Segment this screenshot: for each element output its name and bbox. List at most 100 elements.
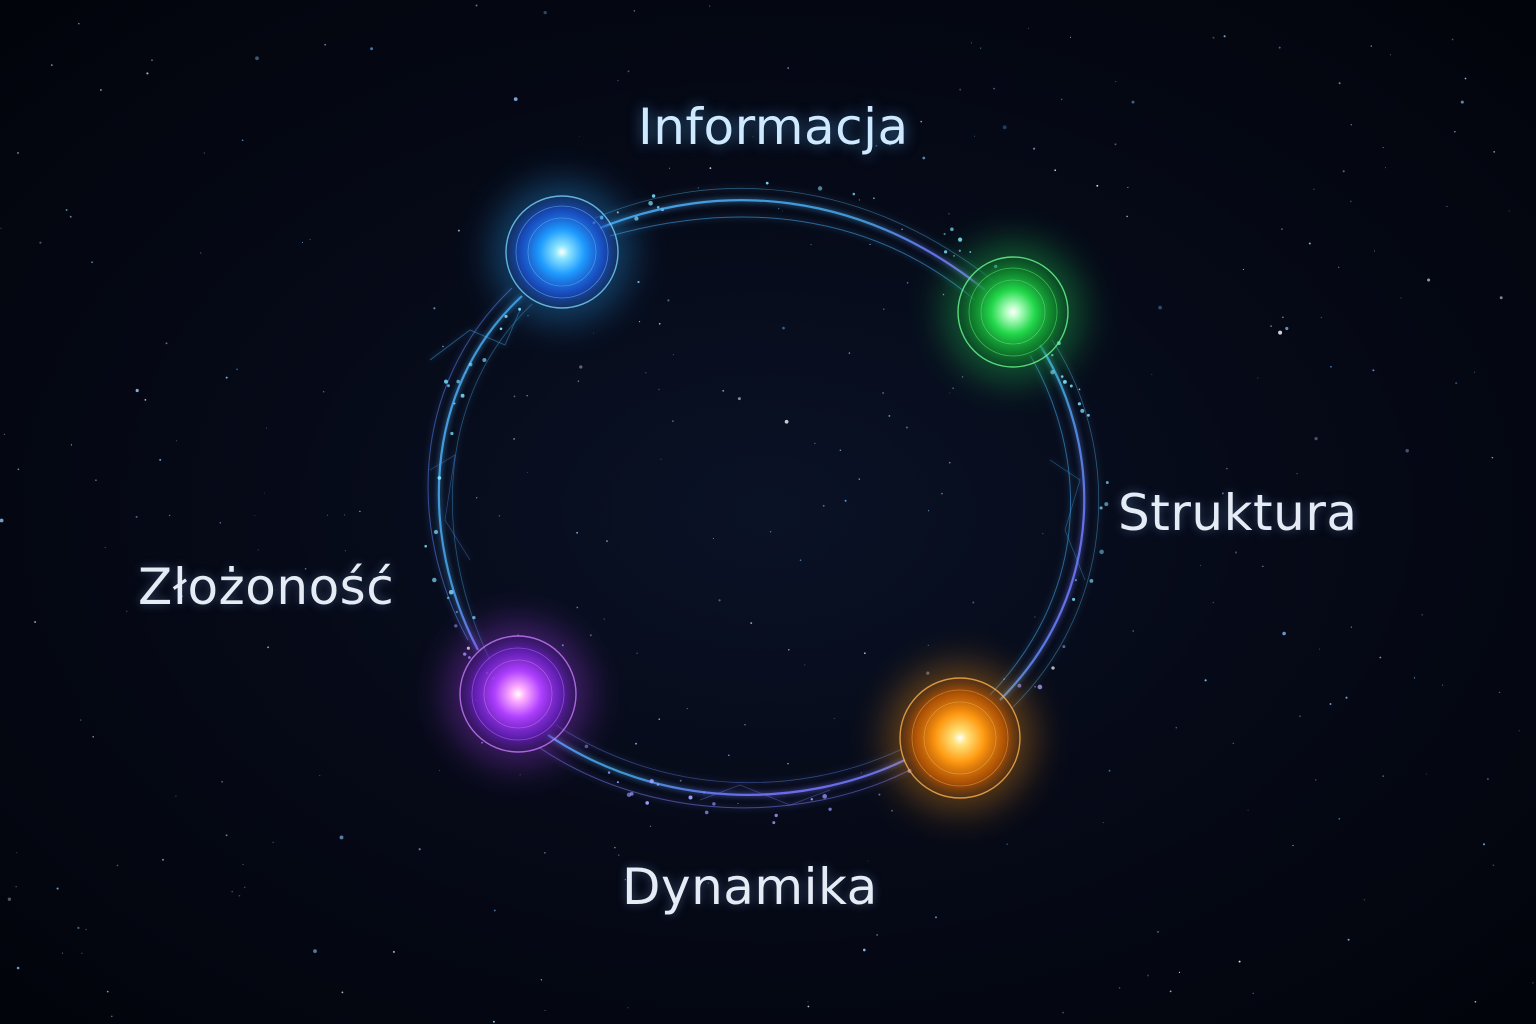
node-informacja[interactable] bbox=[492, 182, 632, 322]
star bbox=[1132, 630, 1134, 632]
star bbox=[221, 780, 223, 783]
star bbox=[1151, 373, 1153, 375]
star bbox=[78, 23, 80, 25]
star bbox=[116, 864, 119, 867]
star bbox=[513, 97, 518, 101]
star bbox=[181, 595, 183, 597]
star bbox=[1226, 467, 1228, 470]
star bbox=[649, 825, 652, 828]
star bbox=[1292, 844, 1294, 847]
star bbox=[165, 342, 168, 345]
star bbox=[159, 458, 162, 461]
star bbox=[151, 59, 153, 61]
ring-sparkle bbox=[460, 393, 465, 398]
star bbox=[309, 239, 311, 241]
star bbox=[778, 208, 780, 210]
star bbox=[225, 376, 228, 379]
star bbox=[1337, 266, 1340, 268]
star bbox=[1382, 147, 1384, 149]
star bbox=[962, 376, 964, 378]
label-zlozonosc: Złożoność bbox=[138, 558, 395, 616]
ring-sparkle bbox=[446, 596, 450, 600]
star bbox=[906, 281, 909, 284]
star bbox=[17, 468, 20, 471]
star bbox=[344, 514, 345, 516]
star bbox=[1212, 602, 1214, 604]
star bbox=[920, 120, 923, 123]
star bbox=[92, 736, 94, 738]
star bbox=[787, 762, 789, 765]
star bbox=[1054, 169, 1057, 172]
star bbox=[1169, 990, 1172, 993]
star bbox=[679, 779, 682, 782]
star bbox=[658, 718, 661, 721]
star bbox=[875, 144, 878, 147]
star bbox=[439, 769, 441, 772]
edge-dynamika-zlozonosc bbox=[547, 734, 906, 796]
node-dynamika[interactable] bbox=[886, 664, 1034, 812]
star bbox=[65, 209, 68, 211]
star bbox=[39, 241, 42, 244]
ring-sparkle bbox=[1050, 370, 1055, 375]
star bbox=[1006, 843, 1008, 845]
star bbox=[1282, 631, 1286, 636]
star bbox=[267, 646, 270, 649]
star bbox=[627, 70, 630, 73]
star bbox=[257, 549, 259, 551]
ring-sparkle bbox=[1069, 384, 1073, 388]
star bbox=[1313, 188, 1315, 190]
star bbox=[359, 510, 361, 513]
star bbox=[1108, 769, 1111, 772]
star bbox=[319, 775, 321, 776]
star bbox=[1474, 371, 1476, 373]
star bbox=[1363, 898, 1366, 901]
star bbox=[433, 307, 436, 310]
star bbox=[876, 934, 878, 936]
star bbox=[959, 88, 962, 91]
ring-sparkle bbox=[455, 610, 458, 614]
star bbox=[1234, 551, 1238, 554]
ring-sparkle bbox=[482, 357, 487, 363]
star bbox=[784, 419, 789, 424]
star bbox=[888, 414, 891, 417]
edge-zlozonosc-informacja bbox=[437, 295, 523, 651]
star bbox=[728, 754, 730, 756]
star bbox=[272, 841, 274, 843]
star bbox=[1199, 564, 1202, 567]
star bbox=[948, 461, 951, 464]
star bbox=[1319, 648, 1320, 650]
star bbox=[833, 717, 835, 719]
star bbox=[457, 229, 460, 232]
star bbox=[848, 352, 851, 354]
star bbox=[493, 909, 496, 912]
star bbox=[712, 537, 714, 540]
ring-sparkle bbox=[950, 227, 954, 232]
ring-sparkle bbox=[943, 250, 948, 254]
star bbox=[498, 515, 500, 517]
star bbox=[697, 187, 699, 189]
label-dynamika: Dynamika bbox=[622, 858, 878, 916]
star bbox=[203, 152, 205, 154]
star bbox=[576, 531, 578, 534]
star bbox=[1460, 100, 1464, 104]
star bbox=[1282, 316, 1284, 319]
star bbox=[266, 427, 267, 429]
star bbox=[889, 143, 892, 146]
star bbox=[1372, 369, 1375, 372]
star bbox=[624, 878, 626, 881]
star bbox=[577, 380, 580, 382]
star bbox=[540, 979, 543, 981]
star bbox=[1349, 200, 1352, 203]
star bbox=[442, 345, 444, 348]
node-zlozonosc[interactable] bbox=[446, 622, 590, 766]
star bbox=[527, 315, 529, 317]
ring-sparkle bbox=[456, 379, 460, 384]
ring-sparkle bbox=[1062, 645, 1066, 649]
node-struktura[interactable] bbox=[943, 242, 1083, 382]
star bbox=[888, 141, 890, 143]
star bbox=[708, 5, 711, 7]
star bbox=[1178, 971, 1181, 974]
star bbox=[709, 167, 712, 170]
star bbox=[1114, 143, 1117, 146]
